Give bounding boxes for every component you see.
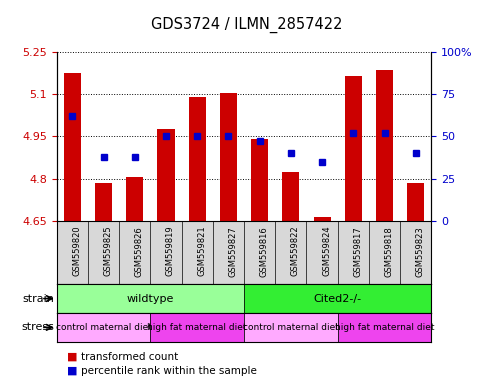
Bar	[150, 313, 244, 342]
Text: GSM559820: GSM559820	[72, 226, 81, 276]
Text: GSM559825: GSM559825	[104, 226, 112, 276]
Bar	[244, 284, 431, 313]
Text: GDS3724 / ILMN_2857422: GDS3724 / ILMN_2857422	[151, 17, 342, 33]
Text: transformed count: transformed count	[81, 352, 178, 362]
Bar	[345, 76, 362, 221]
Bar	[95, 183, 112, 221]
Text: GSM559823: GSM559823	[416, 226, 425, 276]
Bar	[251, 139, 268, 221]
Bar	[220, 93, 237, 221]
Text: percentile rank within the sample: percentile rank within the sample	[81, 366, 257, 376]
Text: control maternal diet: control maternal diet	[243, 323, 339, 332]
Bar	[189, 97, 206, 221]
Text: wildtype: wildtype	[127, 293, 174, 304]
Bar	[376, 70, 393, 221]
Text: control maternal diet: control maternal diet	[56, 323, 151, 332]
Bar	[157, 129, 175, 221]
Text: strain: strain	[22, 293, 54, 304]
Text: GSM559824: GSM559824	[322, 226, 331, 276]
Bar	[314, 217, 331, 221]
Text: high fat maternal diet: high fat maternal diet	[335, 323, 434, 332]
Text: stress: stress	[21, 322, 54, 333]
Bar	[407, 183, 424, 221]
Text: GSM559817: GSM559817	[353, 226, 362, 276]
Text: GSM559816: GSM559816	[260, 226, 269, 276]
Text: GSM559819: GSM559819	[166, 226, 175, 276]
Text: GSM559826: GSM559826	[135, 226, 144, 276]
Text: GSM559821: GSM559821	[197, 226, 206, 276]
Bar	[244, 313, 338, 342]
Text: GSM559822: GSM559822	[291, 226, 300, 276]
Bar	[57, 284, 244, 313]
Text: GSM559827: GSM559827	[228, 226, 238, 276]
Bar	[126, 177, 143, 221]
Bar	[338, 313, 431, 342]
Text: Cited2-/-: Cited2-/-	[314, 293, 362, 304]
Text: ■: ■	[67, 352, 77, 362]
Bar	[64, 73, 81, 221]
Text: GSM559818: GSM559818	[385, 226, 393, 276]
Bar	[282, 172, 299, 221]
Text: ■: ■	[67, 366, 77, 376]
Text: high fat maternal diet: high fat maternal diet	[147, 323, 247, 332]
Bar	[57, 313, 150, 342]
